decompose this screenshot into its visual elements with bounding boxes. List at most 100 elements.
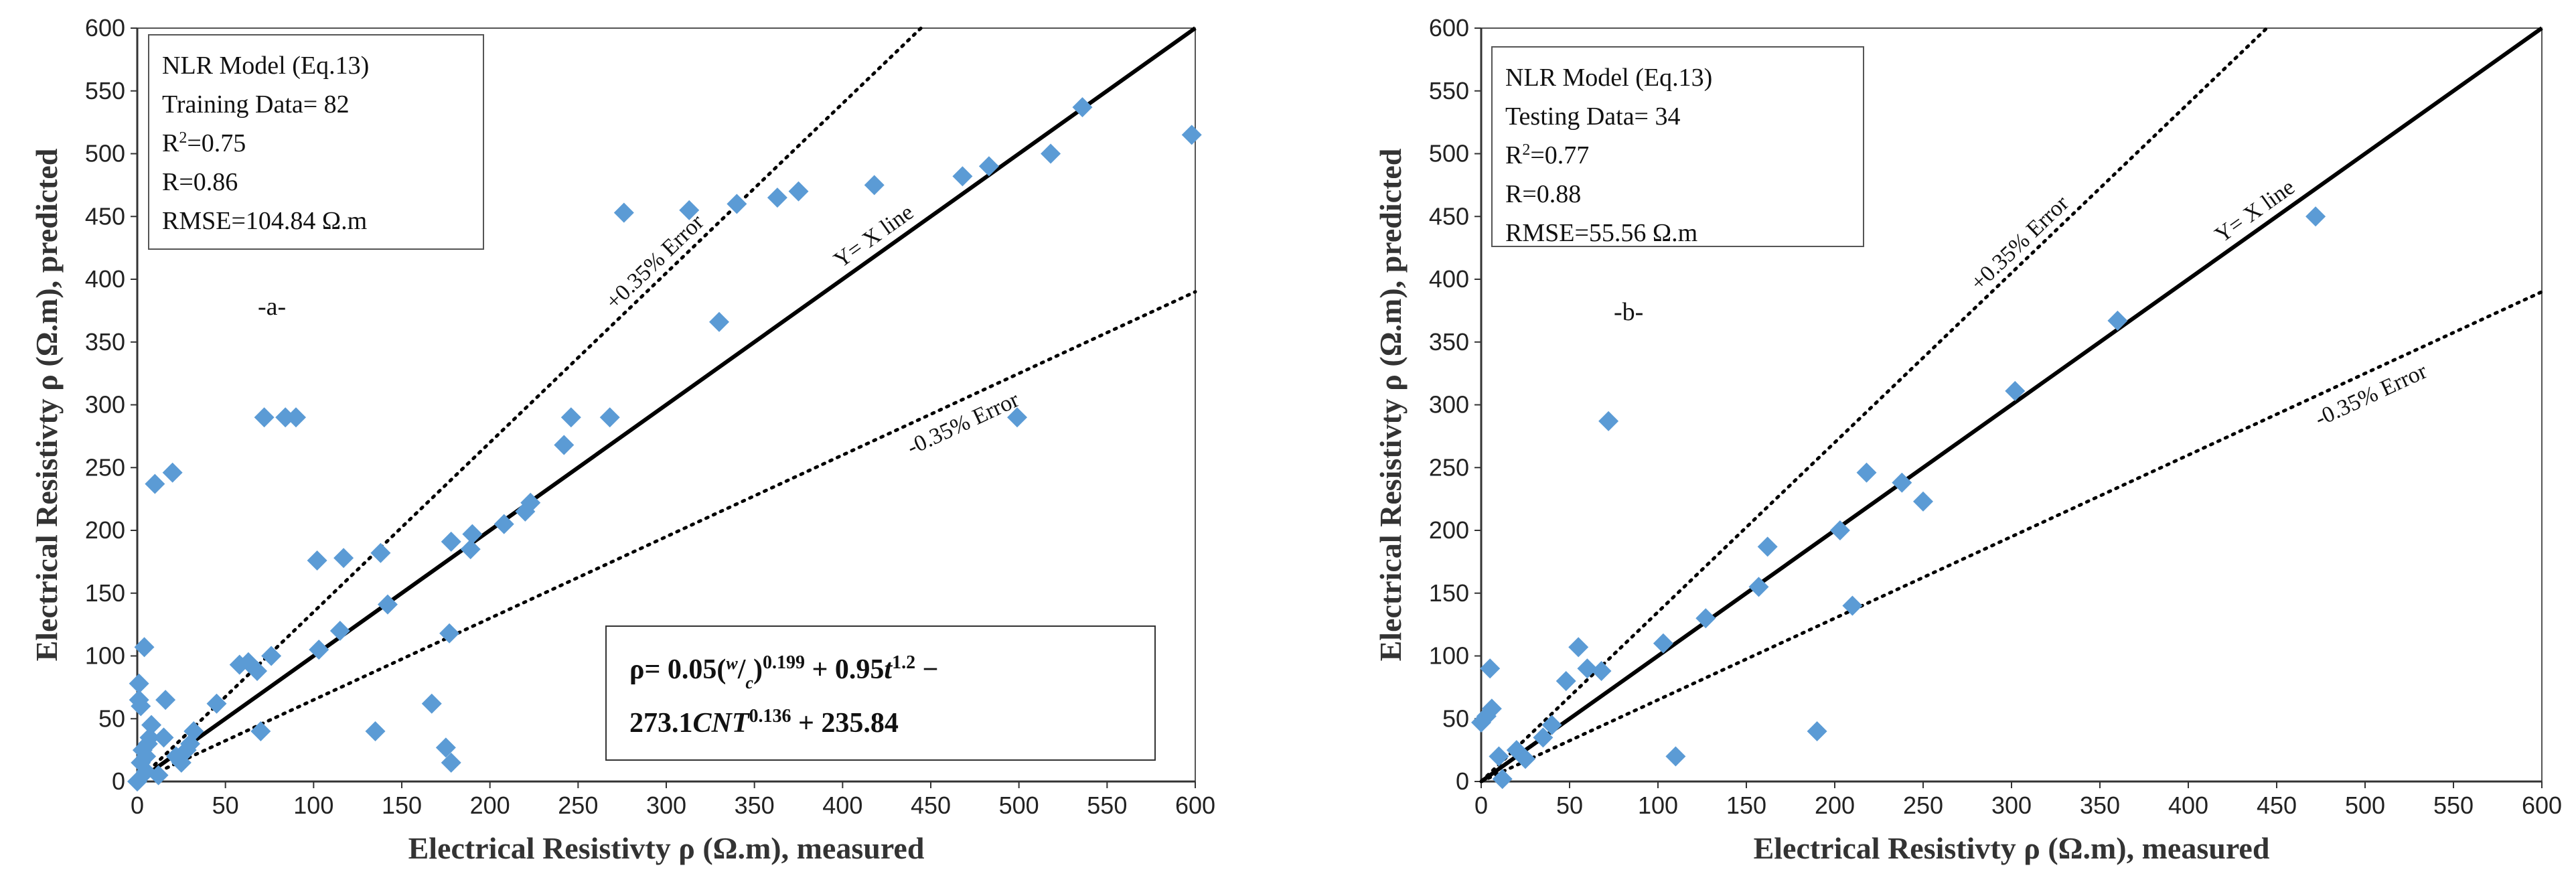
y-tick-label: 200	[1429, 516, 1469, 544]
data-point	[309, 640, 329, 660]
data-point	[460, 539, 481, 560]
data-point	[1181, 125, 1202, 145]
data-point	[1829, 520, 1850, 540]
data-point	[560, 407, 581, 428]
lower-error-line	[135, 290, 1197, 784]
data-point	[978, 156, 999, 177]
stats-line: R=0.88	[1505, 180, 1581, 208]
x-tick-label: 50	[1556, 792, 1583, 819]
y-tick-label: 500	[1429, 140, 1469, 167]
data-point	[1515, 749, 1535, 769]
data-point	[1041, 143, 1061, 164]
x-tick-label: 550	[1087, 792, 1127, 819]
y-tick-label: 100	[1429, 642, 1469, 670]
data-point	[145, 473, 165, 494]
data-point	[275, 407, 296, 428]
stats-box	[148, 34, 484, 250]
data-point	[307, 550, 327, 571]
data-point	[329, 621, 350, 641]
data-point	[1807, 721, 1827, 741]
data-point	[1892, 472, 1912, 493]
formula-box	[605, 625, 1156, 761]
data-point	[261, 646, 282, 666]
y-tick-label: 100	[85, 642, 125, 670]
stats-box	[1491, 46, 1864, 247]
data-point	[462, 524, 483, 544]
x-tick-label: 0	[1474, 792, 1488, 819]
x-axis-label: Electrical Resistivty ρ (Ω.m), measured	[1754, 831, 2270, 865]
data-point	[952, 166, 973, 187]
data-point	[134, 637, 155, 658]
data-point	[2107, 310, 2128, 331]
x-tick-label: 500	[999, 792, 1039, 819]
y-tick-label: 550	[85, 77, 125, 104]
data-point	[1489, 746, 1509, 767]
data-point	[1541, 715, 1562, 735]
y-tick-label: 300	[85, 391, 125, 419]
upper-error-label: +0.35% Error	[1966, 191, 2074, 296]
data-point	[247, 661, 268, 681]
data-point	[1591, 661, 1612, 681]
data-point	[727, 194, 747, 214]
data-point	[286, 407, 306, 428]
data-point	[183, 721, 204, 741]
y-tick-label: 600	[85, 14, 125, 42]
y-equals-x-line	[1480, 26, 2543, 784]
y-tick-label: 50	[1442, 704, 1469, 732]
y-tick-label: 50	[98, 704, 125, 732]
data-point	[599, 407, 620, 428]
y-tick-label: 300	[1429, 391, 1469, 419]
x-tick-label: 100	[293, 792, 333, 819]
y-tick-label: 450	[1429, 202, 1469, 230]
x-tick-label: 250	[558, 792, 598, 819]
data-point	[1598, 411, 1619, 431]
data-point	[439, 623, 460, 644]
x-tick-label: 350	[2080, 792, 2120, 819]
y-axis-label: Electrical Resistivty ρ (Ω.m), predicted	[1373, 148, 1408, 661]
data-point	[153, 727, 174, 748]
stats-line: Training Data= 82	[162, 90, 350, 119]
stats-line: R=0.86	[162, 168, 238, 196]
data-point	[206, 693, 227, 714]
data-point	[2305, 206, 2326, 227]
x-tick-label: 150	[382, 792, 422, 819]
y-tick-label: 350	[1429, 328, 1469, 356]
y-tick-label: 250	[1429, 453, 1469, 481]
data-point	[2005, 380, 2026, 401]
data-point	[377, 594, 398, 615]
x-tick-label: 250	[1903, 792, 1943, 819]
lower-error-line	[1479, 290, 2544, 784]
data-point	[1856, 462, 1877, 483]
data-point	[1480, 658, 1501, 679]
x-tick-label: 50	[212, 792, 239, 819]
y-tick-label: 150	[85, 579, 125, 607]
data-point	[1007, 407, 1028, 428]
x-tick-label: 150	[1726, 792, 1766, 819]
y-tick-label: 150	[1429, 579, 1469, 607]
data-point	[1072, 97, 1093, 118]
data-point	[131, 696, 151, 717]
stats-line: RMSE=104.84 Ω.m	[162, 207, 367, 235]
x-tick-label: 0	[131, 792, 144, 819]
data-point	[365, 721, 386, 741]
formula-line-1: ρ= 0.05(w/c)0.199 + 0.95t1.2 −	[629, 652, 939, 692]
data-point	[520, 492, 541, 513]
panel-label: -b-	[1614, 298, 1643, 326]
data-point	[155, 690, 176, 711]
x-tick-label: 400	[2168, 792, 2208, 819]
y-axis-label: Electrical Resistivty ρ (Ω.m), predicted	[29, 148, 64, 661]
data-point	[1842, 595, 1863, 616]
x-tick-label: 450	[911, 792, 951, 819]
y-tick-label: 200	[85, 516, 125, 544]
data-point	[1577, 658, 1598, 679]
data-point	[370, 542, 391, 563]
data-point	[441, 531, 461, 552]
chart-panel-b: 00 50 50 100 100 150 150 200 200 250 250 300 300 350 3…	[1373, 14, 2562, 865]
data-point	[162, 462, 183, 483]
x-tick-label: 300	[646, 792, 686, 819]
y-tick-label: 450	[85, 202, 125, 230]
stats-line: NLR Model (Eq.13)	[1505, 64, 1712, 92]
data-point	[148, 765, 169, 786]
data-point	[1481, 698, 1502, 719]
